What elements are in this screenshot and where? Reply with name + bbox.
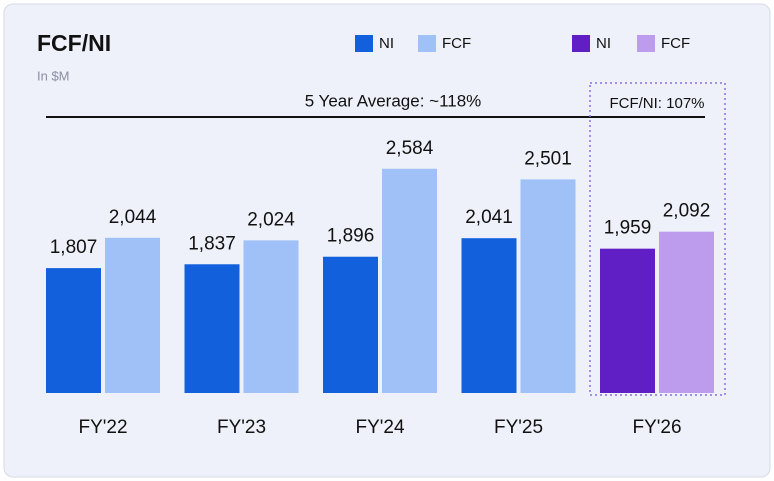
x-tick-label: FY'26 <box>632 417 681 438</box>
value-label: 2,041 <box>465 207 513 228</box>
bar <box>184 264 240 393</box>
x-tick-label: FY'24 <box>355 417 404 438</box>
chart-title: FCF/NI <box>37 30 111 56</box>
bar <box>382 168 437 393</box>
bar <box>600 248 655 393</box>
x-tick-label: FY'25 <box>494 417 543 438</box>
legend-label: NI <box>596 35 611 52</box>
average-label: 5 Year Average: ~118% <box>305 91 482 110</box>
value-label: 2,044 <box>109 207 157 228</box>
value-label: 1,896 <box>327 226 375 247</box>
legend-swatch <box>355 35 373 52</box>
legend-swatch <box>418 35 436 52</box>
value-label: 2,092 <box>663 201 711 222</box>
value-label: 1,807 <box>50 237 98 258</box>
bar <box>520 179 576 393</box>
legend-swatch <box>572 35 590 52</box>
legend-label: FCF <box>661 35 690 52</box>
chart-subtitle: In $M <box>37 68 70 83</box>
value-label: 1,959 <box>604 218 652 239</box>
value-label: 2,024 <box>247 209 295 230</box>
x-tick-label: FY'22 <box>78 417 127 438</box>
bar <box>461 238 517 393</box>
bar <box>659 231 714 393</box>
value-label: 1,837 <box>188 233 236 254</box>
legend-label: NI <box>379 35 394 52</box>
x-tick-label: FY'23 <box>217 417 266 438</box>
bar <box>46 268 101 393</box>
value-label: 2,501 <box>524 148 572 169</box>
ratio-label: FCF/NI: 107% <box>609 95 704 112</box>
legend-swatch <box>637 35 655 52</box>
legend-label: FCF <box>442 35 471 52</box>
bar <box>243 240 299 393</box>
bar <box>105 237 160 393</box>
highlight-box <box>589 82 726 396</box>
bar <box>323 256 378 393</box>
value-label: 2,584 <box>386 138 434 159</box>
